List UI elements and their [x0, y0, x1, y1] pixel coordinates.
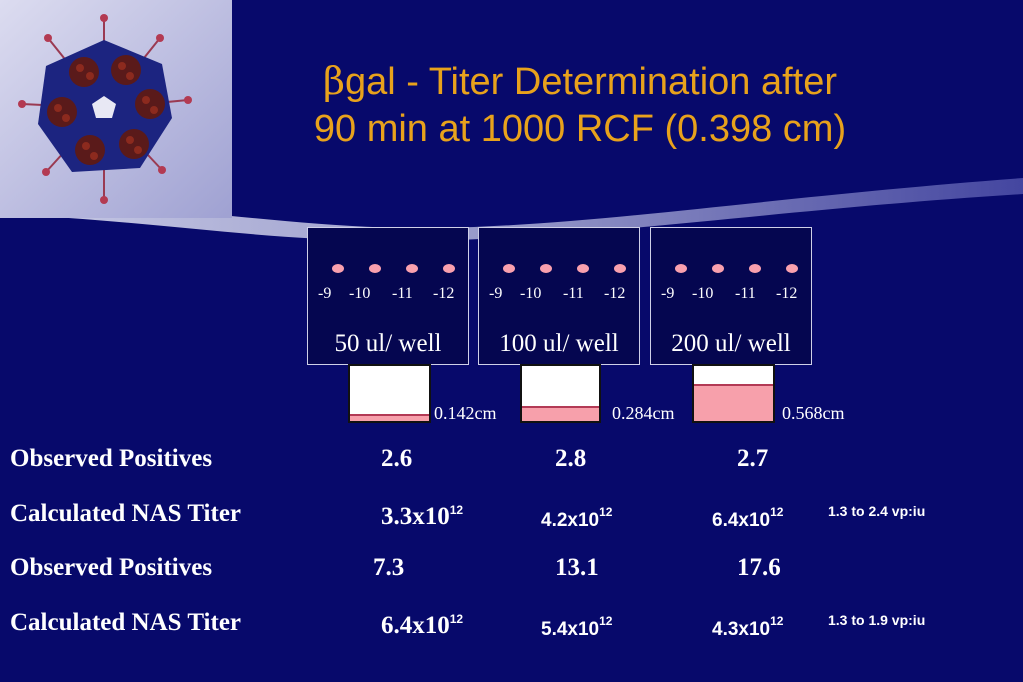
- well-dot: [749, 264, 761, 273]
- well-dot: [443, 264, 455, 273]
- well-dot: [577, 264, 589, 273]
- row-value: 2.7: [737, 445, 769, 472]
- well-dot: [675, 264, 687, 273]
- title-line-2: 90 min at 1000 RCF (0.398 cm): [313, 108, 847, 150]
- dilution-label: -9: [661, 285, 675, 302]
- adenovirus-illustration-icon: [0, 0, 232, 218]
- dilution-label: -11: [392, 285, 413, 302]
- dilution-label: -9: [489, 285, 503, 302]
- tube-200: [692, 364, 775, 423]
- row-value: 7.3: [373, 554, 405, 581]
- well-dots: [479, 264, 639, 276]
- ratio-note: 1.3 to 2.4 vp:iu: [828, 503, 926, 519]
- dilution-label: -11: [563, 285, 584, 302]
- tube-fill: [522, 406, 599, 421]
- titer-value: 5.4x1012: [541, 614, 612, 641]
- tube-50: [348, 364, 431, 423]
- well-panel-50: -9 -10 -11 -12 50 ul/ well: [307, 227, 469, 365]
- dilution-label: -11: [735, 285, 756, 302]
- titer-value: 4.3x1012: [712, 614, 783, 641]
- row-value: 2.6: [381, 445, 413, 472]
- well-dot: [332, 264, 344, 273]
- well-dot: [614, 264, 626, 273]
- tube-height-label: 0.142cm: [434, 403, 497, 423]
- titer-exponent: 12: [449, 503, 464, 517]
- titer-exponent: 12: [599, 614, 613, 628]
- dilution-label: -10: [692, 285, 714, 302]
- row-label: Observed Positives: [10, 445, 213, 472]
- tube-height-label: 0.284cm: [612, 403, 675, 423]
- tube-100: [520, 364, 601, 423]
- titer-exponent: 12: [449, 612, 464, 626]
- row-value: 17.6: [737, 554, 781, 581]
- well-dot: [786, 264, 798, 273]
- row-value: 13.1: [555, 554, 599, 581]
- row-value: 2.8: [555, 445, 587, 472]
- well-dots: [651, 264, 811, 276]
- titer-value: 3.3x1012: [381, 503, 463, 531]
- well-dots: [308, 264, 468, 276]
- titer-mantissa: 4.2x10: [541, 510, 600, 531]
- well-dot: [540, 264, 552, 273]
- dilution-label: -9: [318, 285, 332, 302]
- titer-exponent: 12: [770, 505, 784, 519]
- panel-volume-label: 50 ul/ well: [334, 330, 442, 357]
- title-line-1: βgal - Titer Determination after: [230, 58, 930, 106]
- dilution-label: -10: [520, 285, 542, 302]
- tube-fill: [694, 384, 773, 421]
- dilution-label: -10: [349, 285, 371, 302]
- row-label: Observed Positives: [10, 554, 213, 581]
- well-dot: [369, 264, 381, 273]
- well-dot: [406, 264, 418, 273]
- titer-mantissa: 3.3x10: [381, 503, 450, 530]
- tube-fill: [350, 413, 429, 421]
- title-greek: β: [322, 59, 345, 103]
- row-label: Calculated NAS Titer: [10, 500, 242, 527]
- titer-value: 6.4x1012: [381, 612, 463, 640]
- titer-value: 6.4x1012: [712, 505, 783, 532]
- well-dot: [503, 264, 515, 273]
- ratio-note: 1.3 to 1.9 vp:iu: [828, 612, 926, 628]
- titer-mantissa: 6.4x10: [381, 612, 450, 639]
- dilution-label: -12: [604, 285, 626, 302]
- titer-exponent: 12: [599, 505, 613, 519]
- dilution-label: -12: [433, 285, 455, 302]
- panel-volume-label: 100 ul/ well: [499, 330, 619, 357]
- well-dot: [712, 264, 724, 273]
- slide-title: βgal - Titer Determination after 90 min …: [230, 58, 930, 153]
- titer-mantissa: 4.3x10: [712, 619, 771, 640]
- titer-exponent: 12: [770, 614, 784, 628]
- title-line-1-text: gal - Titer Determination after: [344, 61, 838, 103]
- titer-mantissa: 6.4x10: [712, 510, 771, 531]
- panel-volume-label: 200 ul/ well: [671, 330, 791, 357]
- well-panel-200: -9 -10 -11 -12 200 ul/ well: [650, 227, 812, 365]
- titer-value: 4.2x1012: [541, 505, 612, 532]
- dilution-label: -12: [776, 285, 798, 302]
- titer-mantissa: 5.4x10: [541, 619, 600, 640]
- row-label: Calculated NAS Titer: [10, 609, 242, 636]
- tube-height-label: 0.568cm: [782, 403, 845, 423]
- well-panel-100: -9 -10 -11 -12 100 ul/ well: [478, 227, 640, 365]
